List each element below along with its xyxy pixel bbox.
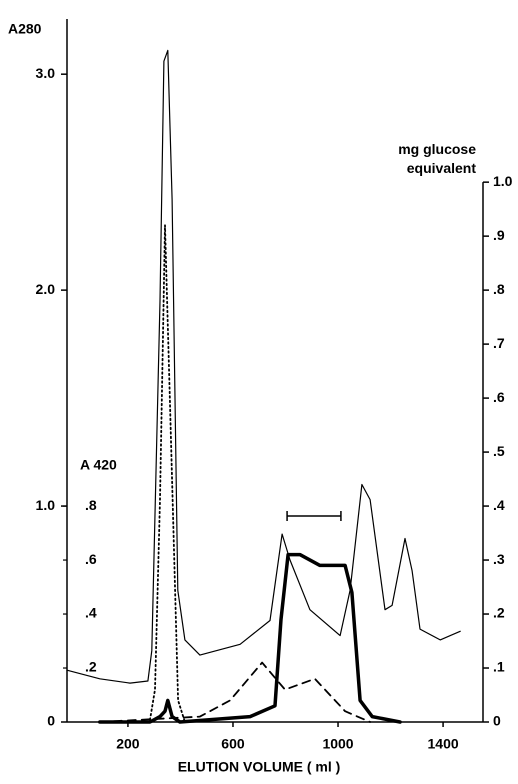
y2-tick-label: .1 <box>493 659 505 675</box>
y2-tick-label: 1.0 <box>493 173 513 189</box>
x-tick-label: 1400 <box>428 736 459 752</box>
y2-tick-label: 0 <box>493 713 501 729</box>
y2-tick-label: .3 <box>493 551 505 567</box>
y-tick-label: 0 <box>47 713 55 729</box>
y2-tick-label: .7 <box>493 335 505 351</box>
data-line <box>98 661 371 723</box>
y3-axis-label: A 420 <box>80 457 117 473</box>
y3-tick-label: .6 <box>85 551 97 567</box>
x-tick-label: 600 <box>221 736 245 752</box>
y-tick-label: 3.0 <box>36 65 56 81</box>
y-tick-label: 2.0 <box>36 281 56 297</box>
y2-tick-label: .2 <box>493 605 505 621</box>
y2-tick-label: .8 <box>493 281 505 297</box>
data-line <box>98 552 402 724</box>
x-tick-label: 1000 <box>322 736 353 752</box>
y-tick-label: 1.0 <box>36 497 56 513</box>
y2-tick-label: .6 <box>493 389 505 405</box>
y3-tick-label: .2 <box>85 659 97 675</box>
y2-tick-label: .4 <box>493 497 505 513</box>
y2-tick-label: .5 <box>493 443 505 459</box>
x-tick-label: 200 <box>116 736 140 752</box>
y2-axis-label: mg glucose equivalent <box>398 141 476 176</box>
y3-tick-label: .8 <box>85 497 97 513</box>
y2-tick-label: .9 <box>493 227 505 243</box>
x-axis-label: ELUTION VOLUME ( ml ) <box>178 759 341 775</box>
data-line <box>149 224 186 723</box>
y3-tick-label: .4 <box>85 605 97 621</box>
data-line <box>66 49 461 684</box>
y-axis-label: A280 <box>8 21 42 37</box>
